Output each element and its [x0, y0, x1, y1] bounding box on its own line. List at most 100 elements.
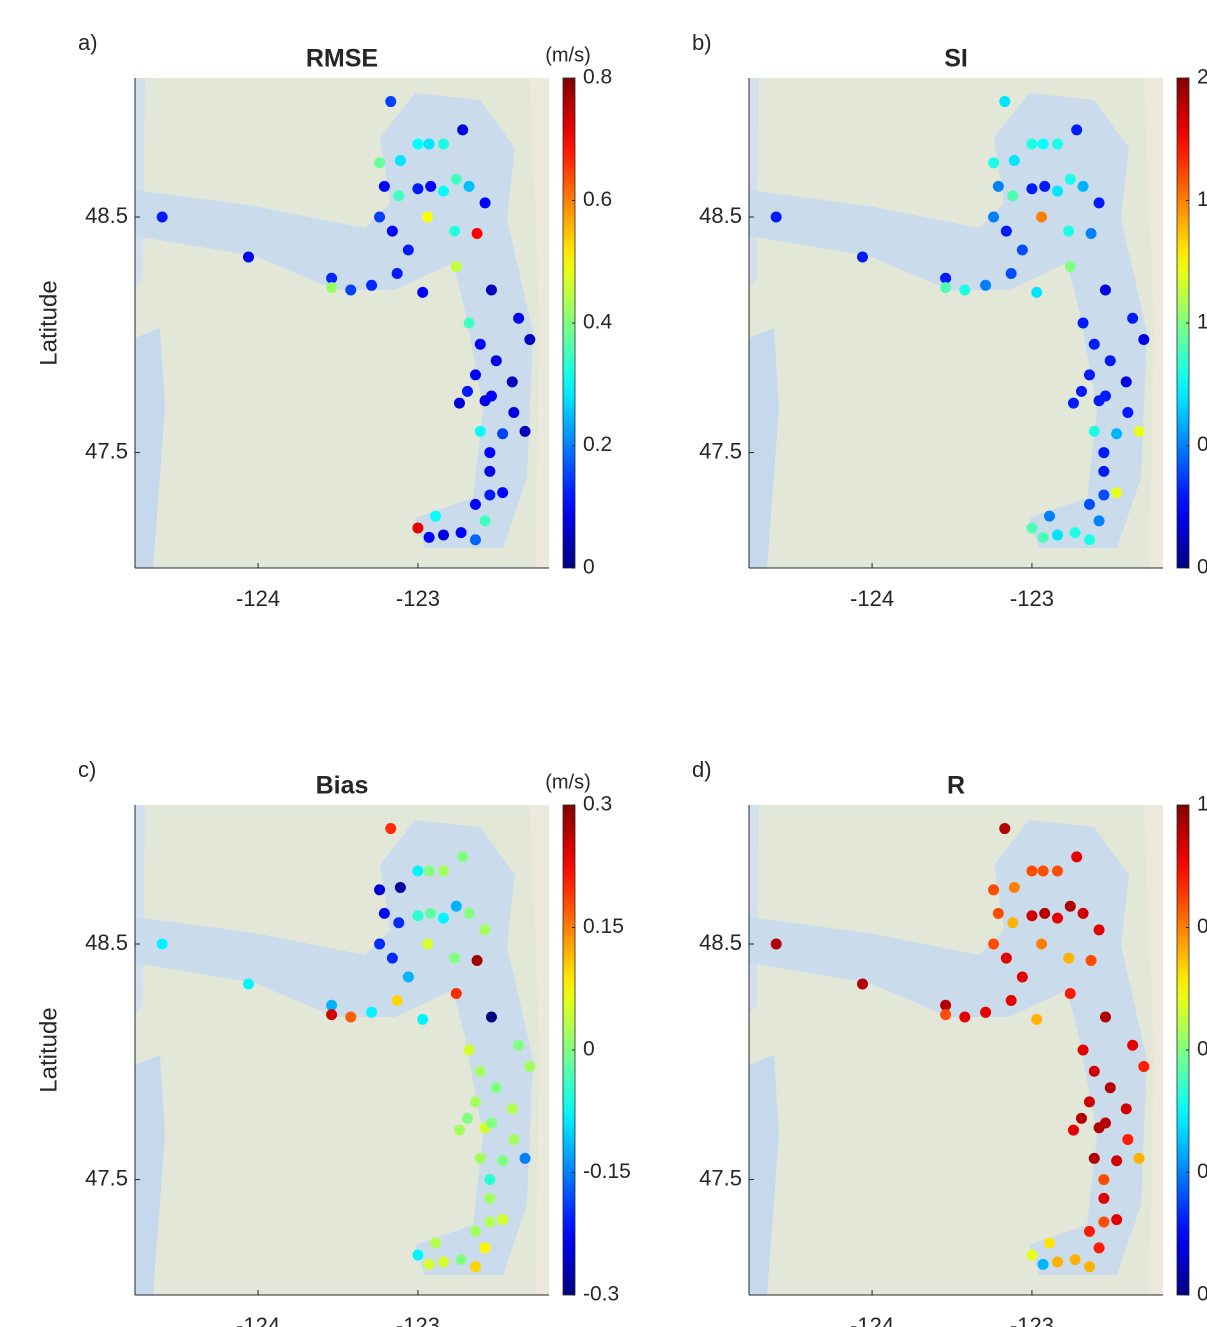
station-point [379, 181, 390, 192]
station-point [449, 226, 460, 237]
station-point [1065, 261, 1076, 272]
colorbar-tick-label: 0.2 [583, 433, 612, 456]
x-tick-label: -124 [850, 586, 894, 611]
station-point [464, 181, 475, 192]
station-point [1098, 489, 1109, 500]
station-point [1070, 527, 1081, 538]
station-point [993, 181, 1004, 192]
colorbar-tick-label: 0.75 [1197, 915, 1207, 938]
station-point [395, 882, 406, 893]
colorbar-tick-label: 0.6 [583, 188, 612, 211]
colorbar-label: (m/s) [545, 771, 591, 793]
station-point [438, 913, 449, 924]
colorbar-tick-label: 0.25 [1197, 1160, 1207, 1183]
colorbar-tick-label: 2 [1197, 66, 1207, 89]
chart-title: RMSE [306, 45, 378, 73]
x-tick-label: -124 [236, 1313, 280, 1327]
station-point [412, 138, 423, 149]
station-point [1076, 1113, 1087, 1124]
station-point [395, 155, 406, 166]
station-point [1039, 908, 1050, 919]
station-point [988, 211, 999, 222]
station-point [940, 1009, 951, 1020]
y-tick-label: 48.5 [85, 203, 128, 228]
station-point [387, 226, 398, 237]
station-point [1071, 124, 1082, 135]
station-point [425, 181, 436, 192]
station-point [1098, 1193, 1109, 1204]
station-point [438, 865, 449, 876]
station-point [392, 995, 403, 1006]
colorbar-tick-label: 0.15 [583, 915, 624, 938]
panel: b)SI-124-12347.548.500.511.52 [692, 30, 1207, 611]
y-tick-label: 48.5 [85, 930, 128, 955]
station-point [424, 865, 435, 876]
station-point [326, 1000, 337, 1011]
station-point [1086, 228, 1097, 239]
station-point [424, 532, 435, 543]
station-point [425, 908, 436, 919]
x-tick-label: -123 [1010, 586, 1054, 611]
station-point [392, 268, 403, 279]
station-point [1098, 1216, 1109, 1227]
station-point [497, 1214, 508, 1225]
y-tick-label: 47.5 [699, 1165, 742, 1190]
station-point [857, 252, 868, 263]
station-point [1122, 407, 1133, 418]
station-point [451, 174, 462, 185]
y-axis-label: Latitude [35, 1007, 62, 1092]
station-point [393, 917, 404, 928]
station-point [480, 1242, 491, 1253]
station-point [1121, 1103, 1132, 1114]
station-point [454, 398, 465, 409]
panel: a)RMSELatitude(m/s)-124-12347.548.500.20… [35, 30, 612, 611]
station-point [486, 1118, 497, 1129]
station-point [988, 938, 999, 949]
station-point [484, 1193, 495, 1204]
station-point [1052, 138, 1063, 149]
station-point [451, 988, 462, 999]
station-point [999, 96, 1010, 107]
station-point [1006, 995, 1017, 1006]
station-point [1038, 138, 1049, 149]
station-point [508, 1134, 519, 1145]
station-point [1026, 910, 1037, 921]
station-point [1026, 183, 1037, 194]
station-point [403, 244, 414, 255]
station-point [484, 1174, 495, 1185]
station-point [1094, 924, 1105, 935]
station-point [1052, 913, 1063, 924]
station-point [417, 287, 428, 298]
station-point [1076, 386, 1087, 397]
station-point [393, 190, 404, 201]
station-point [412, 1249, 423, 1260]
station-point [507, 1103, 518, 1114]
station-point [422, 938, 433, 949]
station-point [1065, 988, 1076, 999]
station-point [1134, 426, 1145, 437]
station-point [1100, 285, 1111, 296]
station-point [1111, 428, 1122, 439]
station-point [387, 953, 398, 964]
station-point [497, 1155, 508, 1166]
station-point [1105, 355, 1116, 366]
station-point [464, 318, 475, 329]
station-point [470, 1261, 481, 1272]
colorbar-tick-label: 0 [583, 1038, 595, 1061]
station-point [1063, 953, 1074, 964]
station-point [438, 186, 449, 197]
station-point [1122, 1134, 1133, 1145]
station-point [940, 1000, 951, 1011]
station-point [449, 953, 460, 964]
station-point [1007, 917, 1018, 928]
station-point [472, 228, 483, 239]
y-tick-label: 47.5 [85, 1165, 128, 1190]
station-point [1052, 1257, 1063, 1268]
station-point [1098, 1174, 1109, 1185]
station-point [430, 1238, 441, 1249]
station-point [424, 138, 435, 149]
station-point [1111, 1155, 1122, 1166]
colorbar-tick-label: 0.8 [583, 66, 612, 89]
colorbar-tick-label: 1 [1197, 793, 1207, 816]
